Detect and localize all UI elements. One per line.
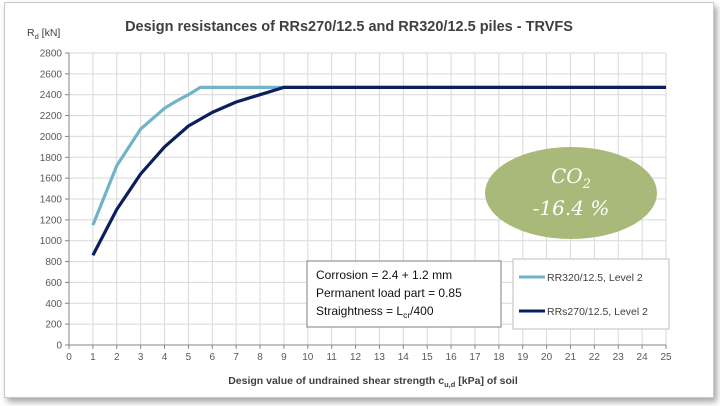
y-axis-label-main: R <box>27 27 35 39</box>
axes <box>65 52 667 349</box>
x-tick-labels: 0 1 2 3 4 5 6 7 8 9 10 11 12 13 14 15 16 17 18 19 20 21 22 23 24… <box>66 352 672 363</box>
x-tick-label: 4 <box>162 352 168 363</box>
x-tick-label: 6 <box>209 352 215 363</box>
y-tick-label: 1200 <box>40 215 63 226</box>
x-axis-label-post: [kPa] of soil <box>455 375 518 387</box>
y-tick-label: 400 <box>45 299 62 310</box>
x-tick-label: 14 <box>398 352 410 363</box>
x-tick-label: 22 <box>589 352 601 363</box>
x-tick-label: 20 <box>541 352 553 363</box>
annotation-line-corrosion: Corrosion = 2.4 + 1.2 mm <box>316 268 452 282</box>
chart-frame: Design resistances of RRs270/12.5 and RR… <box>4 2 714 398</box>
x-tick-label: 18 <box>493 352 505 363</box>
y-tick-label: 800 <box>45 257 62 268</box>
legend-label-rrs270: RRs270/12.5, Level 2 <box>547 306 648 318</box>
y-axis-label: Rd [kN] <box>27 27 60 41</box>
x-tick-label: 11 <box>326 352 337 363</box>
chart-title: Design resistances of RRs270/12.5 and RR… <box>125 19 573 35</box>
annotation-line-straightness: Straightness = Lcr/400 <box>316 304 434 320</box>
legend: RR320/12.5, Level 2 RRs270/12.5, Level 2 <box>512 258 670 330</box>
x-tick-label: 3 <box>138 352 144 363</box>
y-tick-label: 1000 <box>40 236 63 247</box>
x-tick-label: 23 <box>613 352 625 363</box>
y-tick-label: 2200 <box>40 111 63 122</box>
x-tick-label: 24 <box>637 352 649 363</box>
y-tick-label: 2600 <box>40 69 63 80</box>
y-axis-label-sub: d <box>35 32 39 41</box>
co2-badge: CO2 -16.4 % <box>485 147 657 239</box>
annotation-box: Corrosion = 2.4 + 1.2 mm Permanent load … <box>306 260 502 328</box>
x-tick-label: 21 <box>565 352 577 363</box>
x-tick-label: 0 <box>66 352 72 363</box>
annotation-line-permanent-load: Permanent load part = 0.85 <box>316 286 462 300</box>
x-tick-label: 16 <box>446 352 458 363</box>
badge-co2: CO2 <box>551 164 591 192</box>
x-tick-label: 8 <box>257 352 263 363</box>
y-tick-label: 200 <box>45 320 62 331</box>
x-tick-label: 25 <box>660 352 672 363</box>
series-line-rr320 <box>91 85 666 226</box>
y-tick-label: 600 <box>45 278 62 289</box>
x-tick-label: 17 <box>469 352 481 363</box>
series-line-rrs270 <box>91 85 666 257</box>
chart: Design resistances of RRs270/12.5 and RR… <box>27 19 672 389</box>
x-tick-label: 10 <box>302 352 314 363</box>
x-tick-label: 12 <box>350 352 362 363</box>
y-axis-label-unit: [kN] <box>39 27 61 39</box>
y-tick-label: 1600 <box>40 174 63 185</box>
x-axis-label: Design value of undrained shear strength… <box>228 375 518 389</box>
x-axis-label-sub: u,d <box>444 380 456 389</box>
x-tick-label: 13 <box>374 352 386 363</box>
x-tick-label: 7 <box>233 352 239 363</box>
y-tick-label: 2000 <box>40 132 63 143</box>
x-axis-label-pre: Design value of undrained shear strength… <box>228 375 444 387</box>
y-tick-label: 2800 <box>40 49 63 60</box>
badge-reduction: -16.4 % <box>533 196 610 220</box>
y-tick-label: 1800 <box>40 153 63 164</box>
y-tick-labels: 0 200 400 600 800 1000 1200 1400 1600 1800 2000 220… <box>40 49 63 352</box>
x-tick-label: 9 <box>281 352 287 363</box>
x-tick-label: 1 <box>90 352 96 363</box>
x-tick-label: 15 <box>422 352 434 363</box>
x-tick-label: 5 <box>186 352 192 363</box>
series-lines <box>91 85 666 257</box>
y-tick-label: 0 <box>56 341 62 352</box>
legend-label-rr320: RR320/12.5, Level 2 <box>547 272 643 284</box>
y-tick-label: 1400 <box>40 195 63 206</box>
x-tick-label: 2 <box>114 352 120 363</box>
x-tick-label: 19 <box>517 352 529 363</box>
y-tick-label: 2400 <box>40 90 63 101</box>
